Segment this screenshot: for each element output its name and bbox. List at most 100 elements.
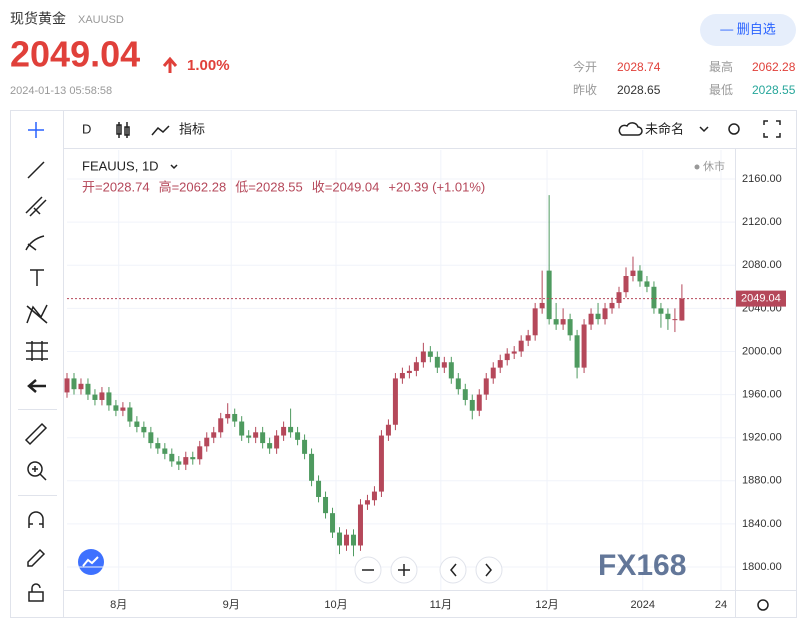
candle-body [267, 443, 273, 449]
logo-mark [82, 556, 99, 567]
stat-value: 2028.55 [752, 83, 796, 97]
candle-body [316, 480, 322, 497]
crosshair-tool[interactable] [28, 122, 44, 138]
stat-label: 昨收 [573, 83, 597, 97]
candle-body [462, 389, 468, 400]
title: 现货黄金 [10, 11, 66, 27]
fib-tool[interactable] [25, 196, 47, 217]
candle-body [518, 340, 524, 352]
magnet-tool[interactable] [28, 511, 44, 528]
candle-body [302, 439, 308, 454]
candle-body [330, 513, 336, 533]
candle-body [288, 426, 294, 433]
candle-body [169, 453, 175, 462]
candle-body [232, 413, 238, 422]
price-tag-label: 2049.04 [741, 293, 781, 305]
candle-body [162, 448, 168, 454]
candle-body [679, 298, 685, 321]
y-tick-label: 1960.00 [742, 388, 782, 400]
layout-name[interactable]: 未命名 [645, 121, 684, 136]
candle-body [155, 443, 161, 449]
y-tick-label: 1800.00 [742, 561, 782, 573]
candle-body [630, 270, 636, 277]
legend-item: +20.39 (+1.01%) [388, 179, 485, 194]
x-tick-label: 8月 [110, 599, 127, 611]
candle-body [281, 426, 287, 436]
candle-body [672, 319, 678, 321]
chevron[interactable] [699, 126, 709, 133]
candle-body [357, 504, 363, 546]
y-tick-label: 2120.00 [742, 216, 782, 228]
up-arrow [162, 56, 178, 73]
candle-body [546, 270, 552, 320]
chart-frame [10, 110, 797, 618]
text-tool[interactable] [30, 269, 44, 286]
ruler-tool[interactable] [24, 422, 48, 446]
candle-body [218, 418, 224, 433]
lock-tool[interactable] [28, 583, 44, 602]
watch-button-label[interactable]: — 删自选 [720, 21, 776, 36]
settings-icon[interactable] [757, 599, 769, 611]
brush-tool[interactable] [25, 235, 45, 251]
pattern-tool[interactable] [26, 304, 48, 324]
candle-body [560, 319, 566, 325]
series-label[interactable]: FEAUUS, 1D [82, 158, 159, 173]
candle-body [525, 335, 531, 341]
interval[interactable]: D [82, 121, 91, 136]
candle-body [490, 367, 496, 379]
candle-body [511, 351, 517, 354]
watch-button[interactable] [700, 14, 796, 46]
candle-body [497, 360, 503, 368]
y-tick-label: 2080.00 [742, 259, 782, 271]
indicator-icon[interactable] [151, 125, 170, 136]
x-tick-label: 9月 [223, 599, 240, 611]
candle-body [253, 432, 259, 438]
candle-body [176, 461, 182, 465]
candle-body [78, 383, 84, 390]
cloud-icon[interactable] [618, 122, 643, 136]
legend-item: 低=2028.55 [235, 179, 303, 194]
candle-body [420, 351, 426, 363]
candle-body [609, 302, 615, 309]
settings-icon[interactable] [728, 123, 740, 135]
candle-body [455, 378, 461, 390]
chevron [170, 164, 178, 170]
fullscreen-icon[interactable] [763, 120, 781, 138]
candle-body [371, 491, 377, 501]
back-tool[interactable] [27, 379, 46, 393]
price: 2049.04 [10, 34, 140, 75]
indicators[interactable]: 指标 [179, 121, 205, 136]
line-tool[interactable] [27, 161, 45, 179]
candle-body [274, 435, 280, 449]
candle-body [64, 378, 70, 393]
candle-body [141, 426, 147, 433]
lock-draw-tool[interactable] [27, 548, 46, 567]
candle-body [539, 302, 545, 309]
candle-body [127, 407, 133, 422]
legend-item: 高=2062.28 [159, 179, 227, 194]
candle-body [399, 373, 405, 379]
y-tick-label: 2000.00 [742, 345, 782, 357]
candle-body [350, 534, 356, 546]
candle-body [106, 392, 112, 406]
scroll-left[interactable] [439, 556, 467, 584]
prediction-tool[interactable] [26, 341, 48, 361]
stat-label: 最高 [709, 59, 733, 74]
candle-body [85, 383, 91, 395]
candle-body [378, 435, 384, 492]
zoom-tool-mark [32, 466, 47, 481]
candle-body [183, 457, 189, 465]
candle-icon[interactable] [116, 122, 130, 138]
candle-body [532, 308, 538, 336]
candle-body [588, 313, 594, 325]
candle-body [567, 319, 573, 336]
x-tick-label: 10月 [324, 599, 347, 611]
stat-label: 最低 [709, 83, 733, 97]
candle-body [434, 356, 440, 368]
zoom-tool[interactable] [27, 461, 43, 477]
stat-value: 2028.74 [617, 60, 661, 74]
scroll-right[interactable] [475, 556, 503, 584]
candle-body [190, 457, 196, 460]
